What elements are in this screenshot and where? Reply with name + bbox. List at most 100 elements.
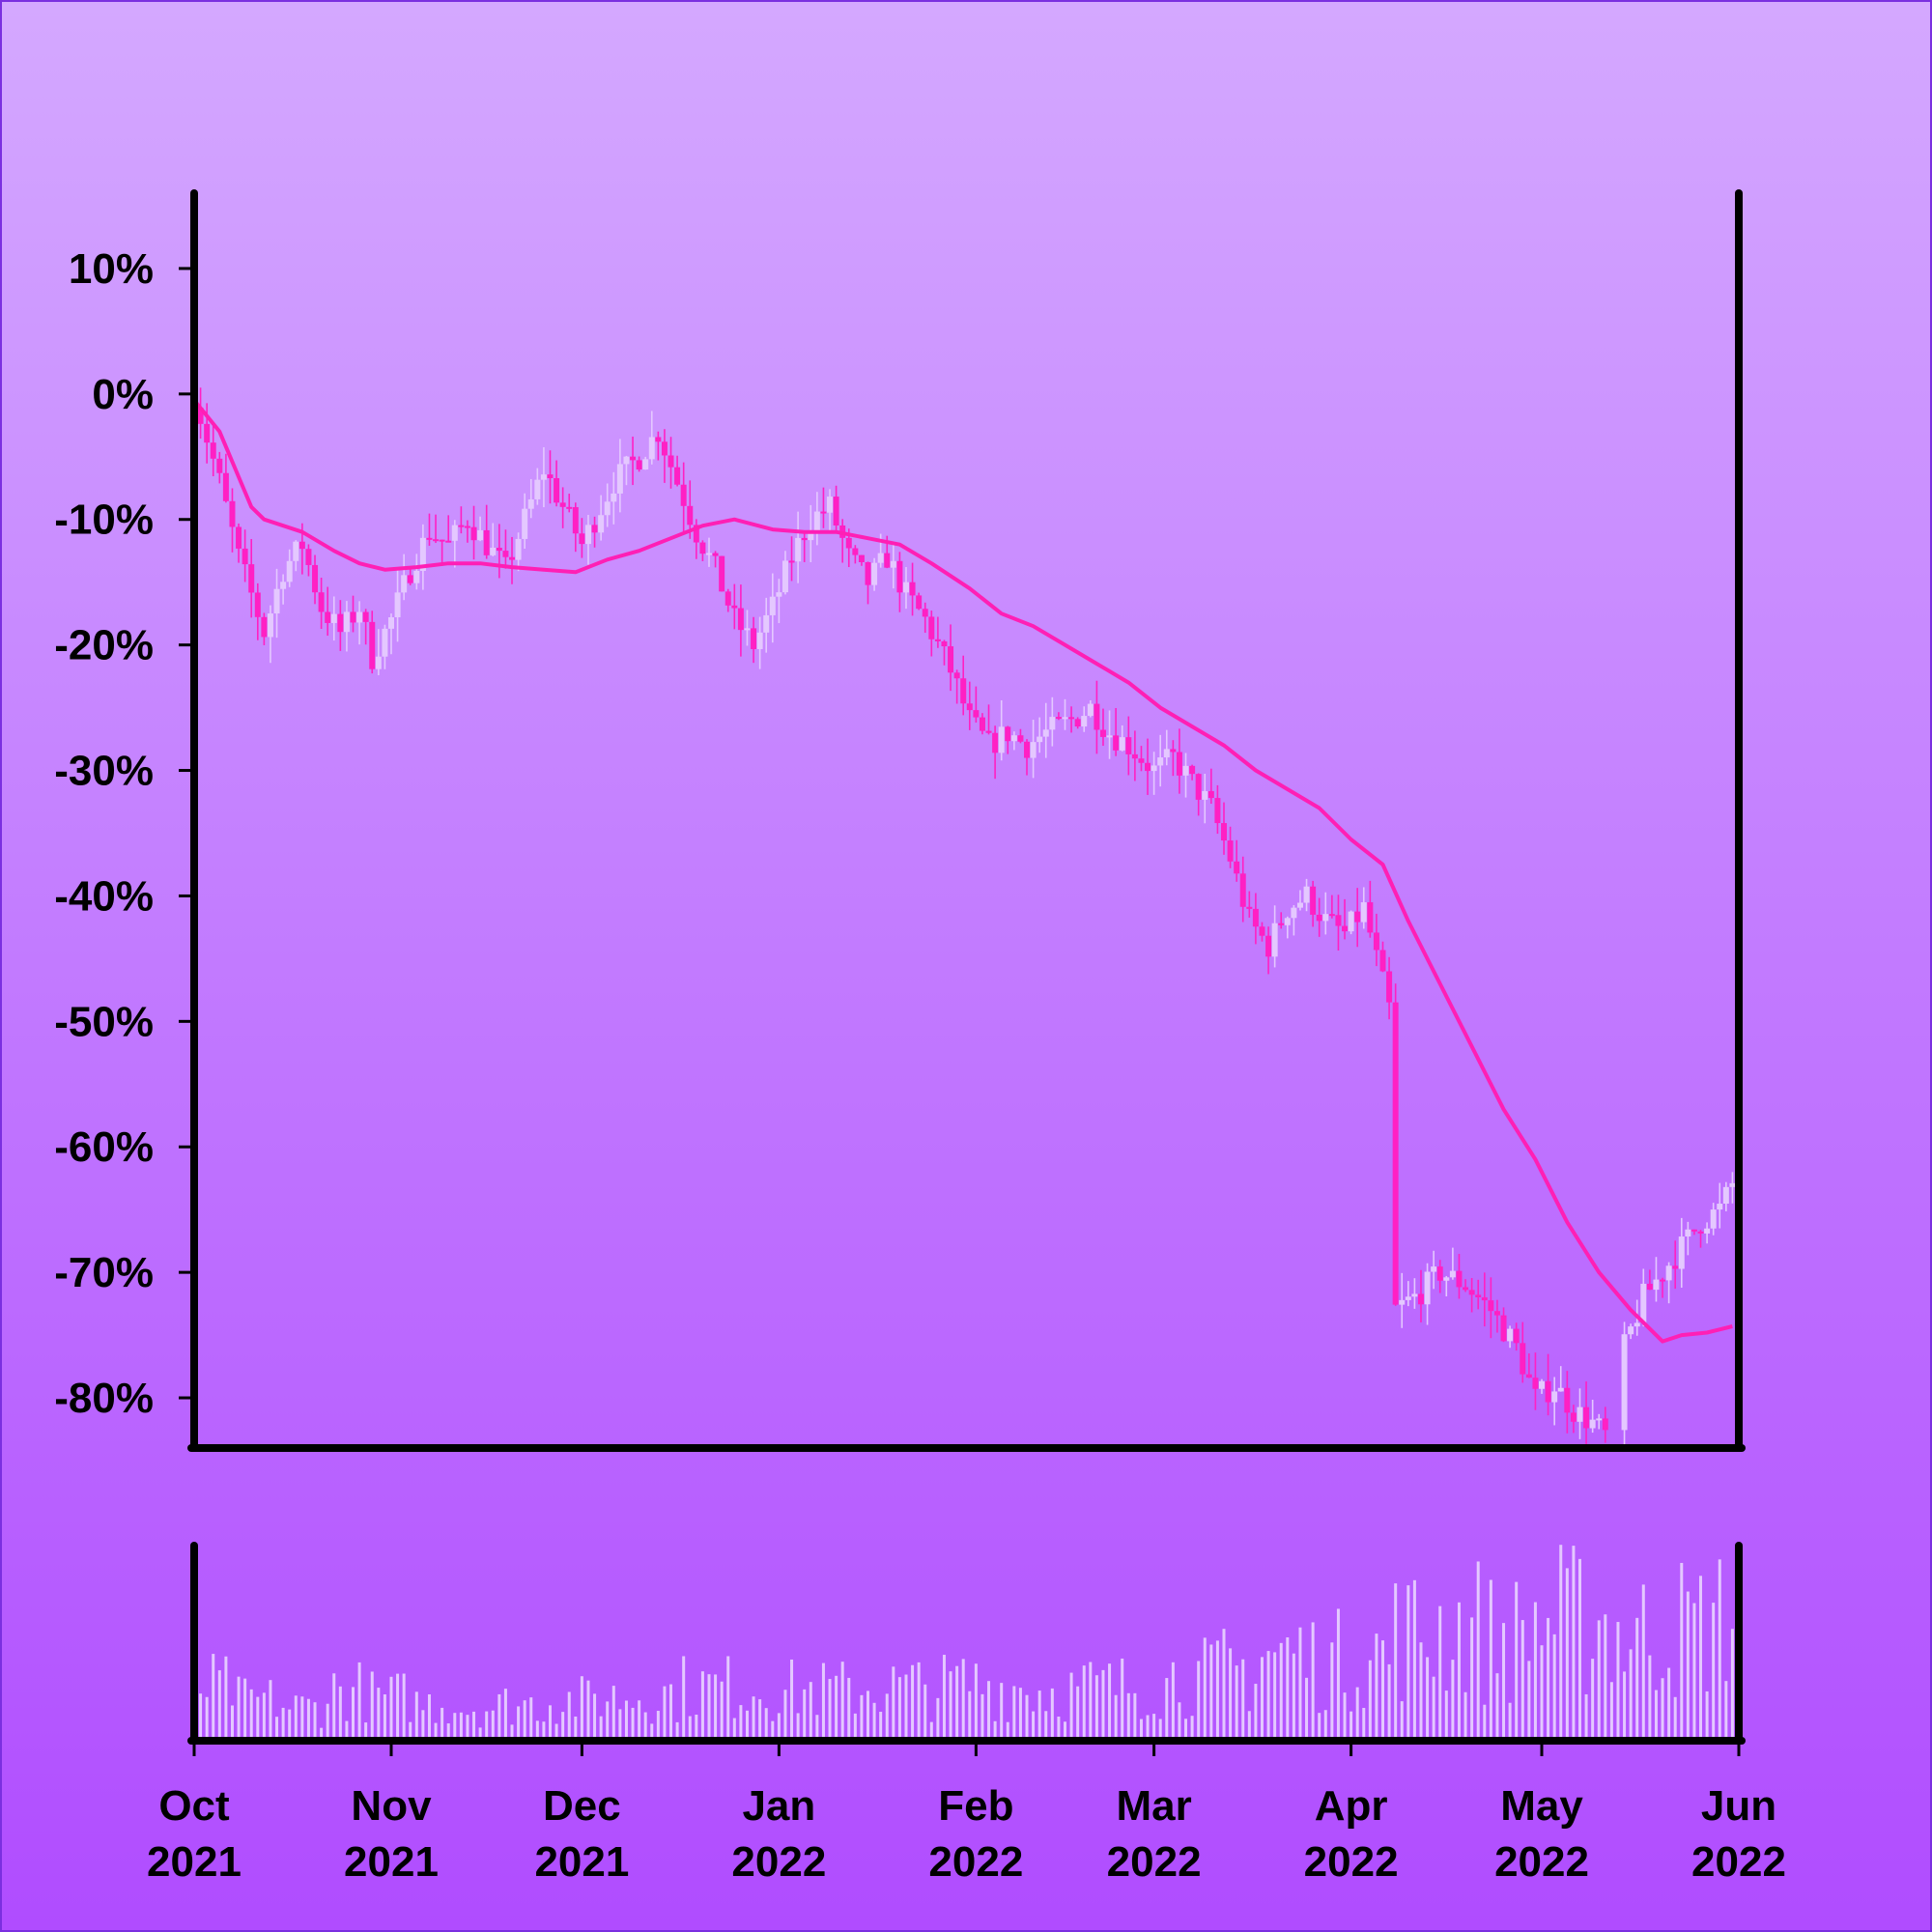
volume-bar [1419, 1642, 1423, 1737]
volume-bar [1133, 1692, 1137, 1737]
candlestick-series [191, 368, 1742, 1444]
candle-body [1431, 1266, 1437, 1272]
volume-bar [453, 1713, 457, 1737]
volume-bar [1533, 1602, 1537, 1737]
volume-bar [1121, 1658, 1124, 1737]
candle-body [343, 611, 350, 633]
volume-bar [764, 1708, 768, 1737]
candle-body [1424, 1271, 1431, 1305]
candle-body [426, 537, 433, 540]
candle-body [496, 548, 502, 552]
y-tick-label: -60% [54, 1123, 154, 1171]
candle-body [744, 628, 751, 631]
candle-body [1189, 765, 1196, 775]
volume-bar [1730, 1629, 1734, 1737]
volume-bar [1069, 1672, 1073, 1737]
volume-bar [1489, 1579, 1492, 1737]
volume-bar [638, 1700, 641, 1737]
volume-bar [1139, 1719, 1143, 1737]
candle-body [1717, 1204, 1723, 1210]
candle-body [801, 537, 808, 541]
candle-body [1475, 1294, 1482, 1298]
candle-body [1062, 717, 1068, 720]
volume-bar [1705, 1690, 1709, 1737]
y-tick-label: -50% [54, 998, 154, 1045]
volume-bar [1012, 1686, 1016, 1737]
candle-body [477, 529, 484, 541]
candle-body [909, 582, 916, 596]
volume-bar [1305, 1677, 1309, 1737]
candle-body [1399, 1299, 1406, 1305]
volume-bar [1552, 1634, 1556, 1737]
volume-bar [1654, 1690, 1658, 1737]
volume-bar [1298, 1627, 1302, 1737]
candle-body [579, 533, 585, 545]
volume-bar [491, 1710, 495, 1737]
volume-bar [275, 1717, 279, 1737]
candle-body [871, 562, 878, 585]
candle-body [1564, 1387, 1571, 1413]
candle-body [515, 538, 522, 560]
candle-body [1589, 1419, 1596, 1429]
candle-body [1303, 886, 1310, 903]
candle-body [527, 498, 534, 509]
candle-body [1030, 742, 1037, 758]
y-tick-label: -20% [54, 622, 154, 669]
candle-body [763, 614, 770, 633]
volume-bar [707, 1674, 711, 1737]
candle-body [724, 591, 731, 606]
volume-bar [840, 1662, 844, 1737]
volume-bar [815, 1715, 819, 1737]
candle-body [293, 541, 299, 561]
candle-body [1646, 1283, 1653, 1291]
candle-body [668, 455, 674, 468]
candle-body [1507, 1328, 1514, 1342]
volume-bar [1368, 1660, 1372, 1737]
candle-body [407, 575, 413, 583]
volume-bar [949, 1671, 952, 1737]
candle-body [941, 640, 948, 647]
candle-body [598, 515, 605, 533]
candle-body [312, 564, 319, 593]
y-tick-label: -40% [54, 872, 154, 920]
volume-bar [1089, 1662, 1093, 1737]
volume-bar [364, 1722, 368, 1737]
candle-body [458, 525, 465, 527]
candle-body [1704, 1228, 1711, 1234]
volume-bar [897, 1677, 901, 1737]
x-tick-year: 2022 [1691, 1838, 1786, 1886]
volume-bar [1350, 1711, 1353, 1737]
volume-bar [606, 1701, 610, 1737]
moving-average-series [192, 399, 1733, 1344]
candle-body [674, 467, 681, 485]
volume-bar [618, 1709, 622, 1737]
volume-bar [1215, 1640, 1219, 1737]
candle-body [769, 596, 776, 615]
x-tick-year: 2022 [731, 1838, 826, 1886]
candle-body [1722, 1186, 1729, 1205]
candle-body [1411, 1293, 1418, 1297]
volume-bar [237, 1676, 241, 1737]
y-tick-label: -10% [54, 497, 154, 544]
candle-body [572, 507, 579, 534]
candle-body [1138, 758, 1145, 763]
volume-bar [1037, 1690, 1041, 1737]
volume-bar [281, 1707, 285, 1737]
volume-bar [326, 1703, 329, 1737]
volume-bar [586, 1680, 590, 1737]
candle-body [1221, 823, 1227, 841]
volume-bar [1577, 1558, 1581, 1737]
volume-bar [961, 1659, 965, 1737]
volume-bar [1540, 1645, 1544, 1737]
candle-body [1278, 923, 1285, 925]
volume-bar [917, 1662, 921, 1737]
candle-body [1660, 1279, 1666, 1282]
volume-bar [199, 1693, 203, 1737]
volume-bar [688, 1716, 692, 1737]
volume-bar [370, 1671, 374, 1737]
candle-body [611, 493, 617, 502]
candle-body [1456, 1270, 1463, 1288]
candle-body [636, 460, 642, 470]
candle-body [1360, 902, 1367, 923]
